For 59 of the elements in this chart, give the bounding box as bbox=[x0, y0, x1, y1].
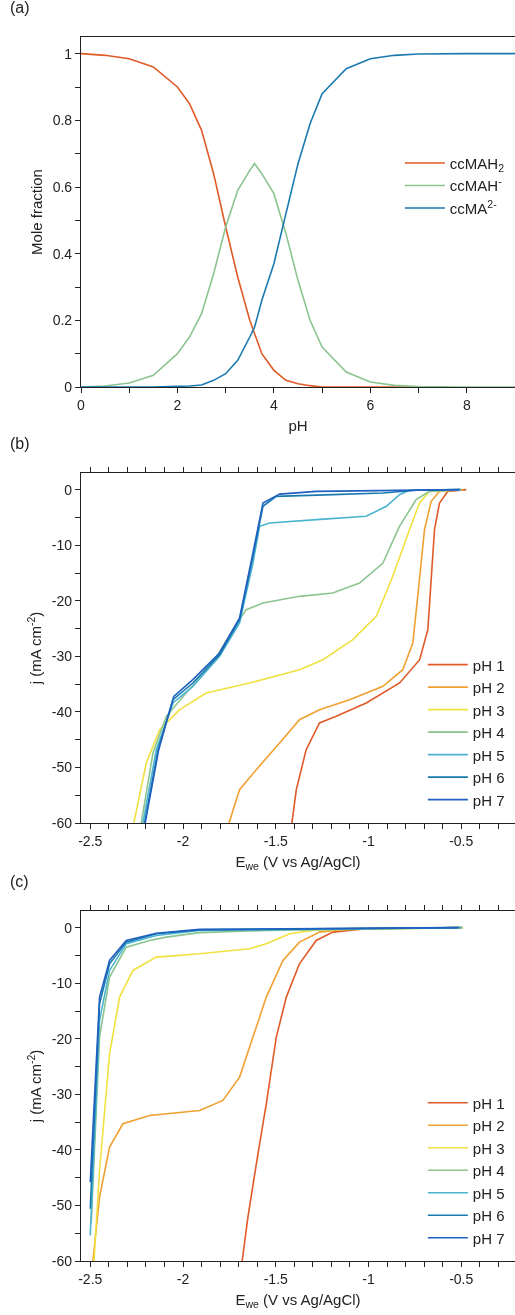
legend-label: pH 2 bbox=[472, 679, 505, 697]
legend-label: pH 1 bbox=[472, 656, 505, 674]
y-tick-label: 1 bbox=[64, 45, 73, 62]
x-tick-label: -0.5 bbox=[449, 1270, 474, 1287]
y-axis-title: Mole fraction bbox=[27, 169, 45, 255]
legend-label: pH 1 bbox=[472, 1094, 505, 1112]
legend-label: ccMA$^{2-}$ bbox=[449, 197, 498, 217]
y-tick-label: -60 bbox=[51, 814, 73, 831]
x-tick-label: -1.5 bbox=[263, 832, 289, 849]
x-tick-label: 2 bbox=[173, 396, 182, 413]
chart-title: (b) bbox=[10, 435, 30, 452]
y-tick-label: -40 bbox=[51, 703, 73, 720]
x-tick-label: -1.5 bbox=[263, 1270, 289, 1287]
legend-label: pH 3 bbox=[472, 701, 505, 719]
y-tick-label: -40 bbox=[51, 1141, 73, 1158]
legend-label: pH 7 bbox=[472, 1229, 505, 1247]
y-tick-label: -50 bbox=[51, 1197, 73, 1214]
legend-label: pH 5 bbox=[472, 746, 505, 764]
y-tick-label: -30 bbox=[51, 1086, 73, 1103]
legend-label: pH 2 bbox=[472, 1117, 505, 1135]
x-tick-label: 4 bbox=[269, 396, 278, 413]
legend-label: pH 4 bbox=[472, 1162, 505, 1180]
x-tick-label: -1 bbox=[362, 1270, 375, 1287]
y-tick-label: -60 bbox=[51, 1252, 73, 1269]
x-tick-label: 0 bbox=[77, 396, 86, 413]
x-tick-label: 8 bbox=[462, 396, 471, 413]
y-tick-label: -10 bbox=[51, 975, 73, 992]
legend-label: pH 6 bbox=[472, 769, 505, 787]
x-tick-label: -2.5 bbox=[78, 1270, 103, 1287]
legend-label: pH 6 bbox=[472, 1207, 505, 1225]
x-tick-label: 6 bbox=[366, 396, 375, 413]
x-axis-title: E$_{we}$ (V vs Ag/AgCl) bbox=[235, 852, 361, 873]
y-tick-label: -50 bbox=[51, 759, 73, 776]
legend-label: pH 7 bbox=[472, 791, 505, 809]
y-tick-label: 0.2 bbox=[52, 312, 73, 329]
y-tick-label: -30 bbox=[51, 648, 73, 665]
y-tick-label: 0.6 bbox=[52, 178, 73, 195]
y-tick-label: 0 bbox=[64, 919, 73, 936]
y-tick-label: -20 bbox=[51, 1030, 73, 1047]
y-tick-label: -10 bbox=[51, 537, 73, 554]
chart-title: (a) bbox=[10, 0, 30, 16]
y-tick-label: 0 bbox=[64, 378, 73, 395]
x-tick-label: -2 bbox=[176, 1270, 190, 1287]
y-tick-label: -20 bbox=[51, 592, 73, 609]
y-tick-label: 0 bbox=[64, 481, 73, 498]
x-axis-title: pH bbox=[288, 416, 308, 434]
legend-label: ccMAH$_{2}$ bbox=[449, 154, 505, 174]
x-tick-label: -2.5 bbox=[78, 832, 103, 849]
legend-label: pH 4 bbox=[472, 724, 505, 742]
legend-label: ccMAH$^{-}$ bbox=[449, 175, 503, 195]
x-tick-label: -0.5 bbox=[449, 832, 474, 849]
x-axis-title: E$_{we}$ (V vs Ag/AgCl) bbox=[235, 1290, 361, 1311]
y-tick-label: 0.4 bbox=[52, 245, 73, 262]
legend-label: pH 5 bbox=[472, 1184, 505, 1202]
x-tick-label: -2 bbox=[176, 832, 190, 849]
y-tick-label: 0.8 bbox=[52, 112, 73, 129]
legend-label: pH 3 bbox=[472, 1139, 505, 1157]
chart-title: (c) bbox=[10, 873, 29, 890]
x-tick-label: -1 bbox=[362, 832, 375, 849]
